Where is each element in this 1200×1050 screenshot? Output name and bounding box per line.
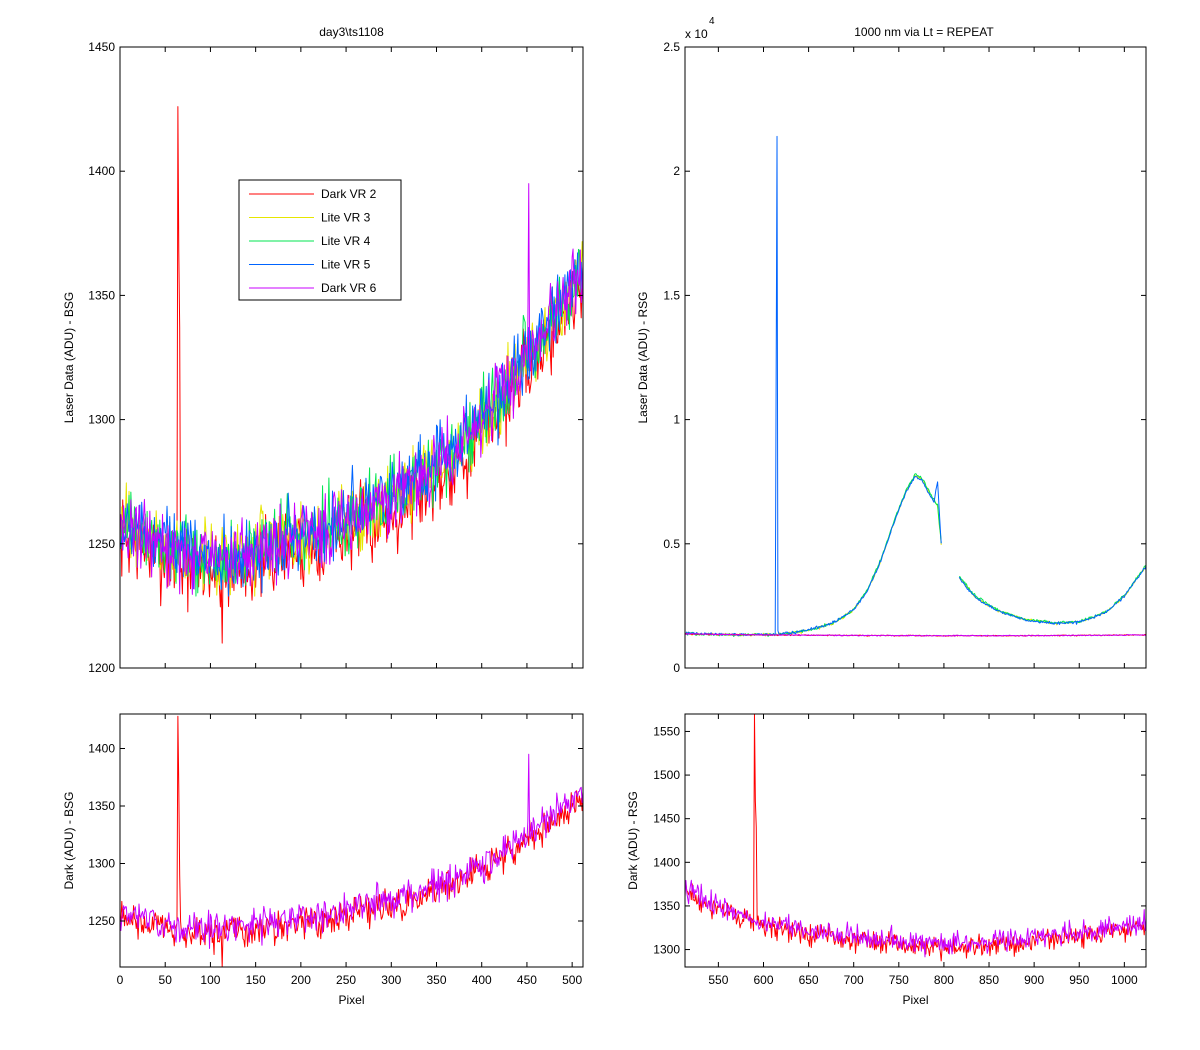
y-tick-label: 1400 [88, 742, 115, 756]
x-tick-label: 250 [336, 973, 356, 987]
panel-title: day3\ts1108 [319, 25, 384, 39]
x-tick-label: 800 [934, 973, 954, 987]
exponent-power: 4 [709, 16, 715, 27]
series-line-lite-vr-5-seg2 [958, 565, 1146, 625]
y-tick-label: 1450 [653, 812, 680, 826]
y-tick-label: 1350 [653, 899, 680, 913]
x-axis-label: Pixel [338, 993, 364, 1007]
y-tick-label: 1350 [88, 288, 115, 302]
x-tick-label: 900 [1024, 973, 1044, 987]
x-tick-label: 850 [979, 973, 999, 987]
y-tick-label: 0.5 [663, 537, 680, 551]
x-tick-label: 750 [889, 973, 909, 987]
series-line-dark-vr-6 [685, 632, 1146, 637]
plot-lines [120, 715, 583, 967]
plot-lines [120, 106, 583, 644]
x-tick-label: 950 [1069, 973, 1089, 987]
y-tick-label: 1400 [88, 164, 115, 178]
axes-frame [684, 713, 1147, 968]
legend-label: Lite VR 4 [321, 234, 371, 248]
axis-ticks: 1300 1350 1400 1450 1500 1550 550 600 650 700 750 8… [653, 714, 1146, 987]
x-tick-label: 0 [117, 973, 124, 987]
x-axis-label: Pixel [902, 993, 928, 1007]
axes-background [685, 47, 1146, 668]
y-axis-label: Dark (ADU) - BSG [62, 791, 76, 889]
y-tick-label: 2.5 [663, 40, 680, 54]
y-axis-label: Laser Data (ADU) - RSG [636, 291, 650, 423]
y-tick-label: 1250 [88, 914, 115, 928]
x-tick-label: 300 [381, 973, 401, 987]
y-tick-label: 1500 [653, 768, 680, 782]
panel-laser-rsg: 0 0.5 1 1.5 2 2.5 1000 nm via Lt = REPEAT Las… [636, 16, 1147, 675]
plot-lines [685, 714, 1146, 962]
y-tick-label: 1250 [88, 537, 115, 551]
y-tick-label: 1200 [88, 661, 115, 675]
panel-laser-bsg: 1200 1250 1300 1350 1400 1450 day3\ts1108 Las… [62, 25, 584, 675]
legend-box [238, 179, 402, 301]
x-tick-label: 100 [200, 973, 220, 987]
x-tick-label: 550 [708, 973, 728, 987]
x-tick-label: 150 [246, 973, 266, 987]
x-tick-label: 650 [799, 973, 819, 987]
axes-frame [684, 46, 1147, 669]
x-tick-label: 500 [562, 973, 582, 987]
x-tick-label: 450 [517, 973, 537, 987]
y-tick-label: 1450 [88, 40, 115, 54]
x-tick-label: 200 [291, 973, 311, 987]
axis-ticks: 1200 1250 1300 1350 1400 1450 [88, 40, 583, 675]
axes-frame [119, 46, 584, 669]
y-tick-label: 2 [673, 164, 680, 178]
axis-ticks: 1250 1300 1350 1400 0 50 100 150 200 250 300 350 400… [88, 714, 583, 987]
y-tick-label: 1550 [653, 724, 680, 738]
x-tick-label: 700 [844, 973, 864, 987]
x-tick-label: 1000 [1111, 973, 1138, 987]
series-line-dark-vr-6 [120, 183, 583, 595]
x-tick-label: 350 [426, 973, 446, 987]
legend-label: Dark VR 2 [321, 187, 377, 201]
panel-dark-rsg: 1300 1350 1400 1450 1500 1550 550 600 650 700 750 8… [626, 713, 1147, 1007]
y-tick-label: 1300 [653, 943, 680, 957]
axis-ticks: 0 0.5 1 1.5 2 2.5 [663, 40, 1146, 675]
y-tick-label: 1300 [88, 857, 115, 871]
y-axis-label: Laser Data (ADU) - BSG [62, 292, 76, 423]
panel-dark-bsg: 1250 1300 1350 1400 0 50 100 150 200 250 300 350 400… [62, 713, 584, 1007]
y-tick-label: 0 [673, 661, 680, 675]
plot-lines [685, 135, 1146, 637]
series-line-dark-vr-6 [685, 879, 1146, 958]
panel-title: 1000 nm via Lt = REPEAT [854, 25, 994, 39]
y-tick-label: 1.5 [663, 288, 680, 302]
y-axis-label: Dark (ADU) - RSG [626, 791, 640, 890]
legend-label: Lite VR 5 [321, 258, 371, 272]
x-tick-label: 600 [753, 973, 773, 987]
legend: Dark VR 2 Lite VR 3 Lite VR 4 Lite VR 5 Dark… [238, 179, 402, 301]
series-line-dark-vr-6 [120, 753, 583, 950]
x-tick-label: 400 [472, 973, 492, 987]
exponent-label: x 10 [685, 27, 708, 41]
x-tick-label: 50 [159, 973, 173, 987]
y-tick-label: 1350 [88, 799, 115, 813]
y-tick-label: 1 [673, 413, 680, 427]
y-tick-label: 1300 [88, 413, 115, 427]
y-tick-label: 1400 [653, 855, 680, 869]
legend-label: Dark VR 6 [321, 281, 377, 295]
axes-frame [119, 713, 584, 968]
legend-label: Lite VR 3 [321, 211, 371, 225]
